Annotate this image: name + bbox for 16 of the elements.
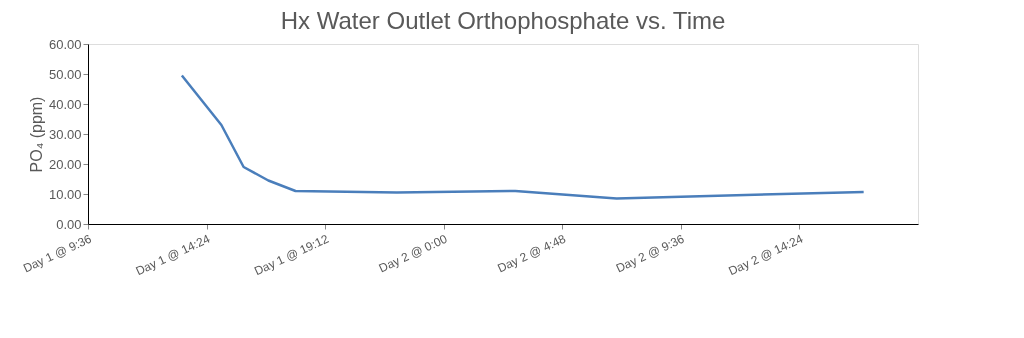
x-tick-label: Day 1 @ 19:12 xyxy=(252,231,331,279)
x-tick-label: Day 2 @ 4:48 xyxy=(495,231,569,276)
y-tick-label: 0.00 xyxy=(56,216,82,232)
x-tick-label: Day 2 @ 0:00 xyxy=(376,231,450,276)
y-tick-label: 50.00 xyxy=(48,66,82,82)
x-tick-label: Day 1 @ 14:24 xyxy=(133,231,213,279)
x-tick-label: Day 2 @ 9:36 xyxy=(613,231,687,276)
x-tick-label: Day 1 @ 9:36 xyxy=(20,231,94,276)
y-tick-label: 10.00 xyxy=(48,186,82,202)
chart-title: Hx Water Outlet Orthophosphate vs. Time xyxy=(280,7,726,34)
y-tick-label: 20.00 xyxy=(48,156,82,172)
y-tick-label: 30.00 xyxy=(48,126,82,142)
y-tick-label: 60.00 xyxy=(48,36,82,52)
y-tick-label: 40.00 xyxy=(48,96,82,112)
y-axis-title: PO₄ (ppm) xyxy=(27,96,45,173)
x-tick-label: Day 2 @ 14:24 xyxy=(726,231,806,279)
